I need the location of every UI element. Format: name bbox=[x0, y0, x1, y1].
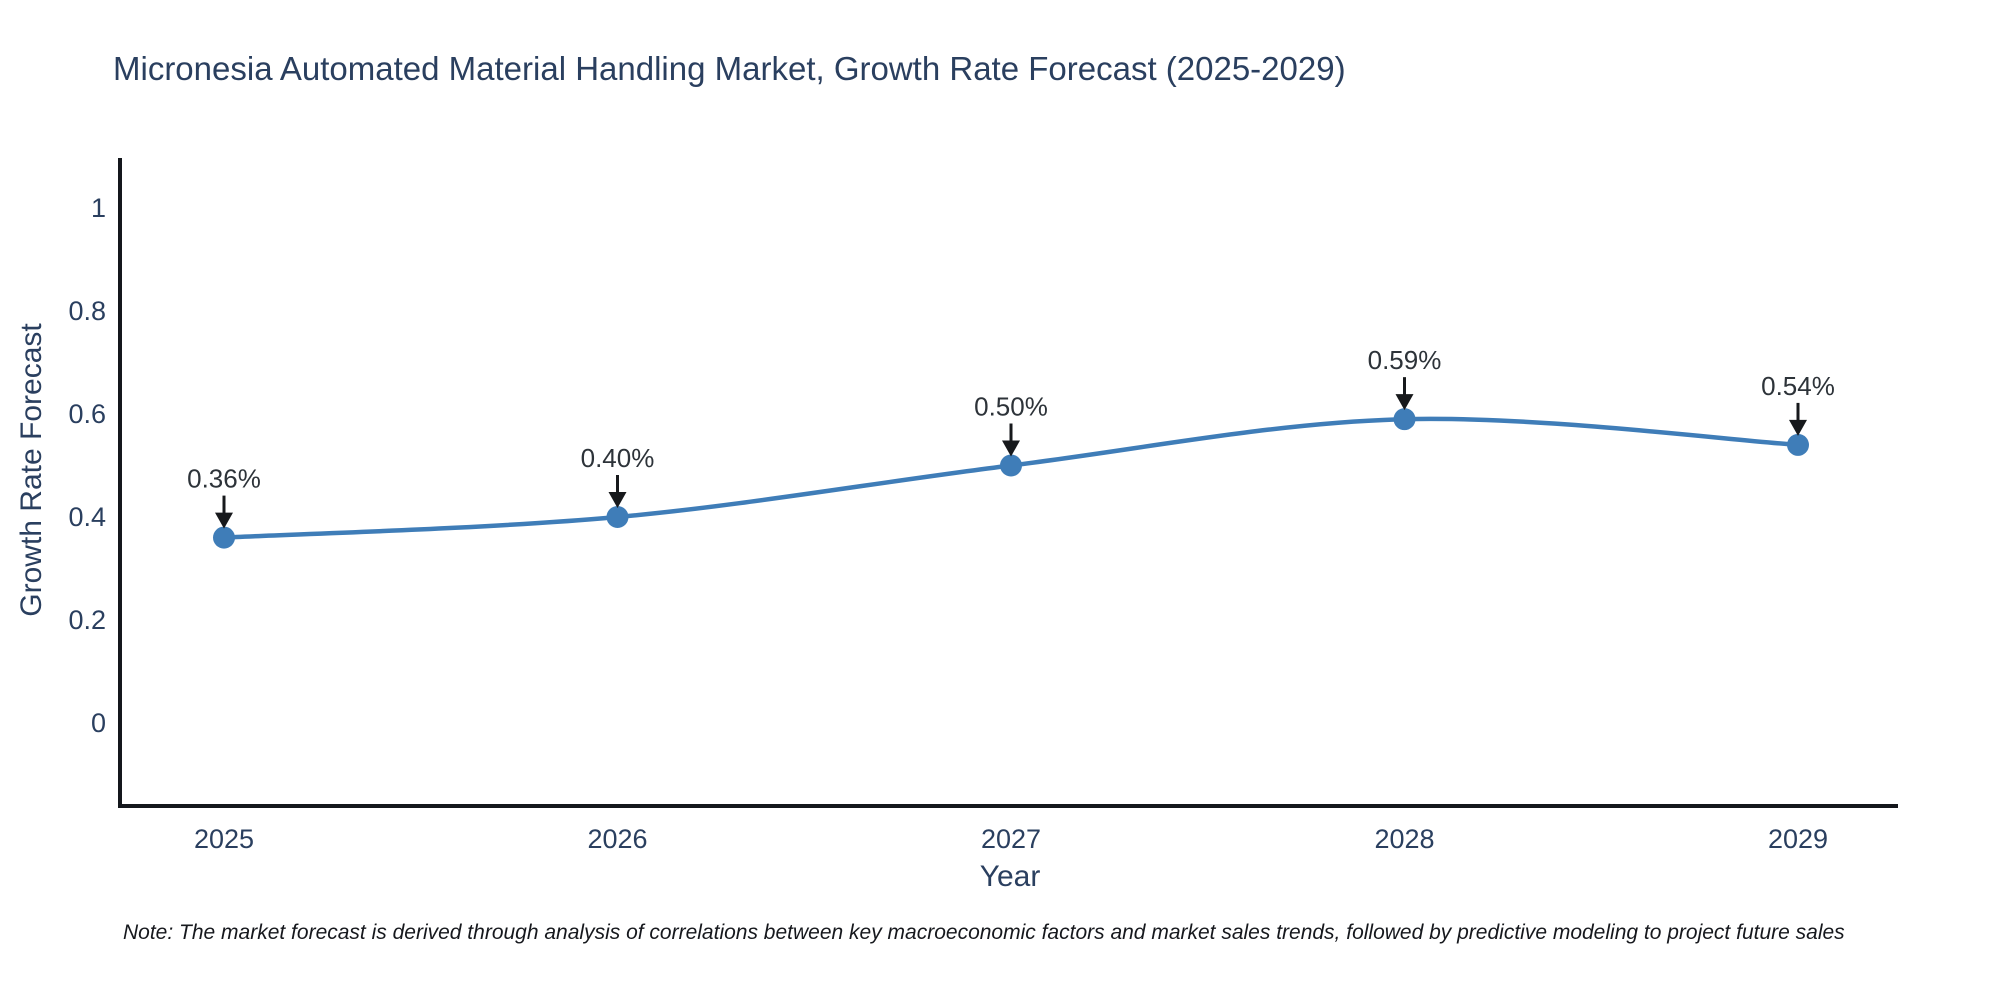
x-axis-tick-label: 2028 bbox=[1374, 824, 1434, 854]
data-point-marker bbox=[1393, 408, 1416, 431]
chart-title: Micronesia Automated Material Handling M… bbox=[113, 50, 1346, 87]
data-point-marker bbox=[213, 526, 235, 549]
point-annotation-label: 0.59% bbox=[1368, 345, 1442, 375]
point-annotation-label: 0.36% bbox=[187, 464, 261, 494]
annotation-arrow-head bbox=[1002, 440, 1020, 457]
data-point-marker bbox=[606, 506, 629, 528]
x-axis-title: Year bbox=[979, 860, 1041, 893]
footnote: Note: The market forecast is derived thr… bbox=[123, 921, 1845, 944]
point-annotation-label: 0.40% bbox=[581, 443, 655, 473]
x-axis-tick-label: 2025 bbox=[194, 824, 254, 854]
point-annotation-label: 0.54% bbox=[1761, 371, 1835, 401]
annotation-arrow-head bbox=[1789, 419, 1807, 436]
x-axis-tick-label: 2026 bbox=[587, 824, 647, 854]
point-annotation-label: 0.50% bbox=[974, 392, 1048, 422]
y-axis-tick-label: 0.4 bbox=[68, 502, 106, 532]
x-axis-tick-label: 2029 bbox=[1768, 824, 1828, 854]
y-axis-tick-label: 1 bbox=[91, 193, 106, 223]
y-axis-tick-label: 0.6 bbox=[68, 399, 106, 429]
axis-line bbox=[118, 158, 1898, 808]
annotation-arrow-head bbox=[1395, 394, 1414, 411]
data-point-marker bbox=[1000, 454, 1022, 477]
annotation-arrow-head bbox=[215, 512, 233, 529]
x-axis-tick-label: 2027 bbox=[981, 824, 1041, 854]
y-axis-tick-label: 0.8 bbox=[68, 296, 106, 326]
data-point-marker bbox=[1787, 433, 1809, 456]
annotation-arrow-head bbox=[608, 492, 627, 508]
y-axis-tick-label: 0 bbox=[91, 708, 106, 738]
y-axis-tick-label: 0.2 bbox=[68, 605, 106, 635]
